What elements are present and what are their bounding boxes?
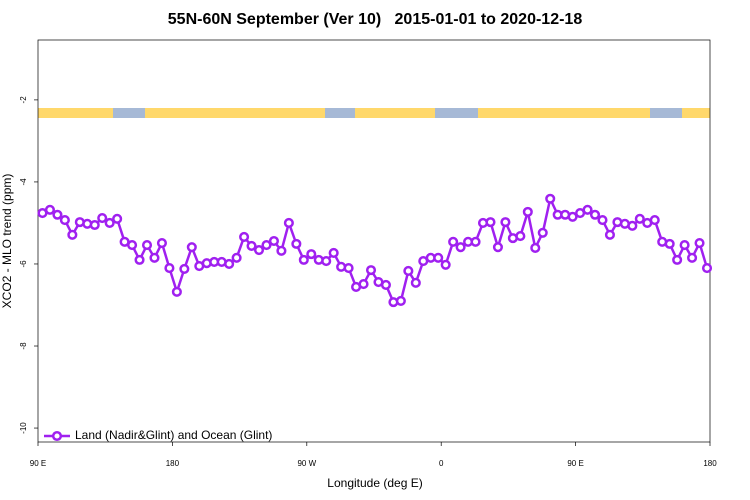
data-point — [156, 238, 167, 249]
data-point — [500, 217, 511, 228]
data-point — [261, 240, 272, 251]
data-point — [395, 295, 406, 306]
data-point — [321, 256, 332, 267]
y-tick-label: -8 — [19, 342, 28, 350]
data-point — [283, 217, 294, 229]
data-point — [530, 242, 541, 254]
data-point — [291, 238, 302, 249]
series-line — [41, 197, 709, 304]
data-point — [328, 247, 339, 258]
data-point — [67, 229, 78, 240]
data-point — [186, 242, 197, 253]
data-point — [276, 245, 287, 256]
data-point — [694, 238, 705, 249]
data-point — [268, 235, 279, 247]
data-point — [649, 215, 660, 226]
data-point — [679, 240, 690, 251]
data-point — [380, 279, 391, 290]
x-tick-label: 180 — [166, 459, 180, 468]
data-point — [545, 193, 556, 204]
chart-title: 55N-60N September (Ver 10) 2015-01-01 to… — [168, 11, 583, 28]
data-point — [433, 252, 444, 263]
data-point — [515, 231, 526, 242]
data-point — [224, 258, 235, 270]
data-point — [701, 263, 713, 274]
data-point — [627, 220, 638, 231]
land-ocean-strip — [38, 108, 710, 118]
data-point — [164, 263, 175, 274]
data-point — [112, 213, 123, 224]
data-point — [246, 240, 257, 251]
data-point — [687, 252, 698, 263]
x-axis-label: Longitude (deg E) — [327, 476, 422, 490]
data-point — [365, 265, 377, 276]
data-point — [44, 204, 55, 215]
data-point — [582, 204, 593, 215]
data-point — [149, 252, 160, 263]
data-point — [171, 286, 182, 297]
data-point — [522, 206, 533, 217]
data-point — [179, 263, 190, 274]
data-point — [492, 242, 503, 253]
data-point — [403, 265, 414, 276]
data-point — [141, 240, 153, 251]
data-point — [537, 227, 548, 238]
data-point — [589, 209, 601, 220]
y-axis-label: XCO2 - MLO trend (ppm) — [0, 174, 14, 309]
data-point — [455, 242, 466, 253]
data-point — [448, 236, 459, 247]
data-point — [239, 231, 250, 242]
data-point — [672, 254, 683, 265]
y-tick-label: -2 — [19, 96, 28, 104]
data-point — [664, 238, 675, 249]
x-tick-label: 90 W — [297, 459, 316, 468]
data-point — [634, 213, 645, 224]
x-tick-label: 90 E — [567, 459, 583, 468]
data-point — [410, 277, 421, 288]
data-point — [604, 229, 615, 240]
y-tick-label: -10 — [19, 422, 28, 434]
y-tick-label: -6 — [19, 260, 28, 268]
data-point — [89, 219, 100, 231]
data-point — [470, 236, 481, 247]
data-point — [485, 217, 496, 228]
data-point — [127, 240, 138, 251]
x-tick-label: 90 E — [30, 459, 46, 468]
x-tick-label: 0 — [439, 459, 444, 468]
legend-label: Land (Nadir&Glint) and Ocean (Glint) — [75, 428, 272, 442]
data-point — [298, 254, 309, 265]
x-tick-label: 180 — [703, 459, 717, 468]
legend-marker — [51, 430, 63, 442]
data-point — [567, 211, 578, 222]
data-point — [253, 244, 265, 256]
data-point — [59, 215, 70, 226]
data-point — [52, 209, 63, 220]
data-point — [306, 249, 317, 260]
data-point — [358, 279, 369, 290]
data-point — [231, 252, 242, 263]
data-point — [104, 217, 115, 229]
data-point — [440, 259, 451, 270]
plot-frame — [37, 39, 711, 443]
data-point — [97, 212, 108, 224]
y-tick-label: -4 — [19, 178, 28, 186]
data-point — [343, 263, 354, 274]
data-point — [597, 215, 608, 226]
data-point — [134, 254, 145, 265]
